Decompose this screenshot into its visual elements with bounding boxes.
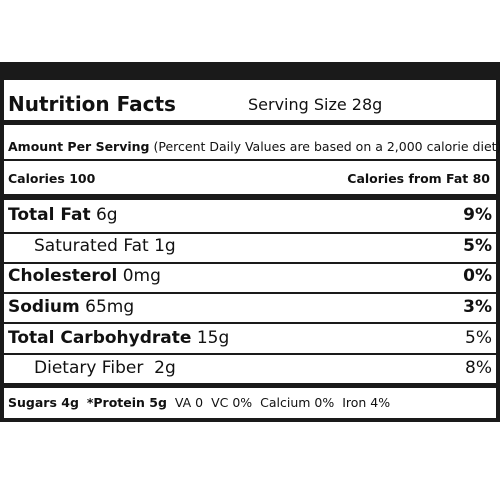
divider [0, 159, 500, 161]
divider [0, 232, 500, 234]
nutrient-row: Sodium 65mg 3% [4, 296, 492, 318]
nutrient-name: Total Fat [8, 205, 91, 225]
daily-value: 9% [463, 205, 492, 225]
divider [0, 383, 500, 388]
nutrient-amount: 6g [95, 205, 118, 225]
top-border [0, 62, 500, 80]
nutrient-name: Sodium [8, 297, 80, 317]
nutrient-amount: 65mg [85, 297, 135, 317]
left-border [0, 62, 4, 422]
calories-from-fat: Calories from Fat 80 [347, 171, 490, 186]
divider [0, 322, 500, 324]
footer: Sugars 4g *Protein 5g VA 0 VC 0% Calcium… [8, 395, 390, 410]
nutrient-row: Dietary Fiber 2g 8% [4, 357, 492, 379]
divider [0, 353, 500, 355]
footer-item: *Protein 5g [86, 395, 167, 410]
nutrient-name: Cholesterol [8, 266, 118, 286]
daily-value: 5% [465, 328, 492, 348]
nutrient-row: Total Fat 6g 9% [4, 204, 492, 226]
divider [0, 292, 500, 294]
amount-note: (Percent Daily Values are based on a 2,0… [153, 139, 500, 154]
nutrient-name: Total Carbohydrate [8, 328, 192, 348]
nutrient-amount: 15g [196, 328, 230, 348]
bottom-border [0, 418, 500, 422]
footer-item: Calcium 0% [260, 395, 335, 410]
footer-item: Sugars 4g [8, 395, 79, 410]
nutrient-name: Saturated Fat [34, 236, 149, 256]
nutrient-row: Saturated Fat 1g 5% [4, 235, 492, 257]
footer-item: VA 0 [174, 395, 204, 410]
nutrient-amount: 1g [154, 236, 176, 256]
daily-value: 5% [463, 236, 492, 256]
divider [0, 262, 500, 264]
footer-item: VC 0% [211, 395, 253, 410]
nutrient-amount: 0mg [122, 266, 161, 286]
daily-value: 3% [463, 297, 492, 317]
nutrient-name: Dietary Fiber [34, 358, 144, 378]
daily-value: 8% [465, 358, 492, 378]
right-border [496, 62, 500, 422]
divider [0, 194, 500, 200]
serving-size: Serving Size 28g [248, 95, 383, 114]
amount-line: Amount Per Serving (Percent Daily Values… [8, 139, 500, 154]
nutrient-amount: 2g [154, 358, 176, 378]
nutrient-row: Cholesterol 0mg 0% [4, 265, 492, 287]
title: Nutrition Facts [8, 92, 176, 116]
amount-label: Amount Per Serving [8, 139, 150, 154]
footer-item: Iron 4% [342, 395, 391, 410]
divider [0, 120, 500, 125]
calories: Calories 100 [8, 171, 96, 186]
nutrient-row: Total Carbohydrate 15g 5% [4, 327, 492, 349]
daily-value: 0% [463, 266, 492, 286]
